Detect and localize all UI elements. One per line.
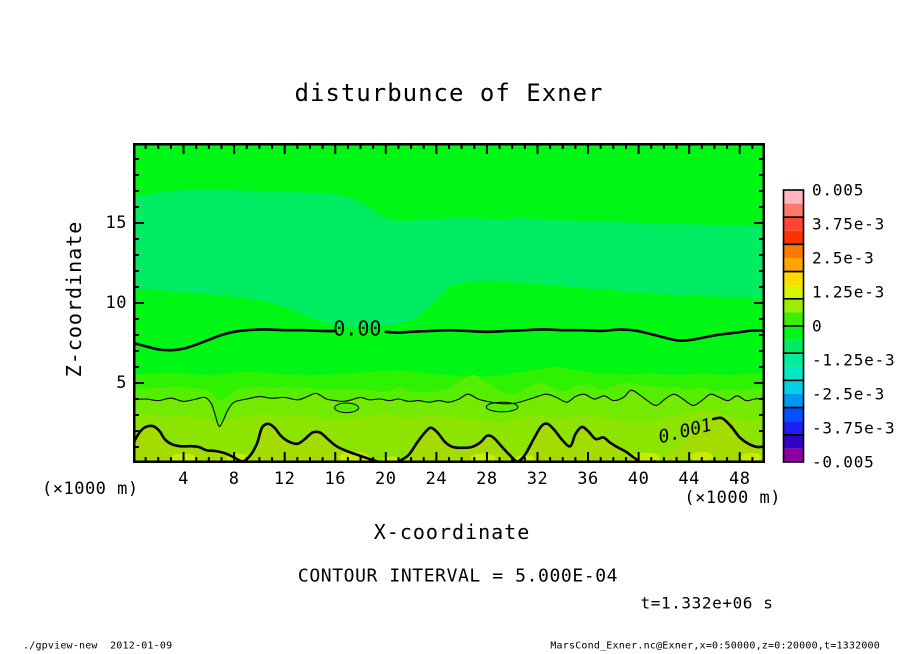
y-tick-label-5: 5 [116,373,127,393]
colorbar-swatch [783,366,804,381]
contour-zero-label: 0.00 [333,317,381,341]
ground-spot [690,451,714,462]
time-annotation: t=1.332e+06 s [640,593,774,613]
contour-zero [133,328,337,352]
colorbar [782,189,805,463]
colorbar-swatch [783,312,804,326]
colorbar-swatch [783,394,804,408]
ground-spot [740,452,762,463]
contour-island [485,401,519,413]
colorbar-tick-label: 3.75e-3 [812,214,886,234]
x-tick-label-4: 4 [178,469,189,489]
colorbar-tick-label: -3.75e-3 [812,418,896,438]
colorbar-swatch [783,217,804,231]
colorbar-swatch [783,244,804,258]
x-tick-label-8: 8 [228,469,240,489]
colorbar-tick-label: 0.005 [812,180,865,200]
colorbar-tick-label: 0 [812,316,823,336]
colorbar-tick-label: -0.005 [812,452,875,472]
contour-plot: 0.000.001 [133,143,765,463]
contour-5e-4 [133,389,765,427]
x-tick-label-44: 44 [678,469,700,489]
colorbar-swatch [783,298,804,313]
colorbar-swatch [783,339,804,354]
colorbar-swatch [783,190,804,204]
colorbar-swatch [783,203,804,218]
yaxis-unit-label: (×1000 m) [42,479,139,499]
y-tick-label-10: 10 [105,293,127,313]
x-tick-label-40: 40 [627,469,650,489]
colorbar-swatch [783,407,804,422]
x-tick-label-36: 36 [577,469,599,489]
footer-program-stamp: ./gpview-new 2012-01-09 [23,640,173,652]
colorbar-swatch [783,230,804,245]
x-tick-label-32: 32 [526,469,549,489]
xaxis-title: X-coordinate [373,520,531,544]
x-tick-label-28: 28 [476,469,498,489]
colorbar-swatch [783,258,804,272]
ground-spot [339,451,370,463]
colorbar-swatch [783,326,804,340]
contour-zero [384,328,765,342]
colorbar-swatch [783,380,804,394]
x-tick-label-48: 48 [728,469,751,489]
colorbar-tick-label: 1.25e-3 [812,282,886,302]
x-tick-label-12: 12 [273,469,296,489]
band-negative-teal-band [133,189,765,327]
y-tick-label-15: 15 [105,213,127,233]
colorbar-swatch [783,434,804,449]
xaxis-unit-label: (×1000 m) [684,488,781,508]
colorbar-swatch [783,353,804,367]
x-tick-label-24: 24 [425,469,448,489]
plot-title: disturbunce of Exner [294,79,604,107]
colorbar-swatch [783,421,804,435]
colorbar-swatch [783,285,804,299]
band-shade-below-1e-3 [133,417,765,463]
colorbar-tick-label: -1.25e-3 [812,350,896,370]
colorbar-tick-label: -2.5e-3 [812,384,886,404]
contour-interval-note: CONTOUR INTERVAL = 5.000E-04 [297,565,619,587]
plot-frame [133,143,765,463]
colorbar-tick-label: 2.5e-3 [812,248,875,268]
colorbar-swatch [783,448,804,462]
yaxis-title: Z-coordinate [62,220,86,378]
x-tick-label-20: 20 [375,469,397,489]
footer-dataset-stamp: MarsCond_Exner.nc@Exner,x=0:50000,z=0:20… [550,640,880,652]
x-tick-label-16: 16 [324,469,346,489]
colorbar-swatch [783,271,804,286]
contour-1e-3 [711,416,765,449]
colorbar-box-outline [782,434,805,463]
contour-island [334,402,360,414]
